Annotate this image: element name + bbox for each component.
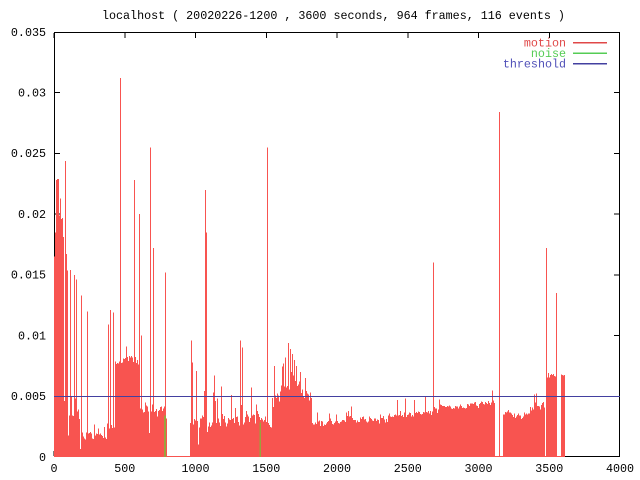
svg-text:0.005: 0.005 [11, 390, 46, 404]
svg-text:500: 500 [114, 462, 135, 476]
svg-text:0.015: 0.015 [11, 269, 46, 283]
svg-text:0.02: 0.02 [18, 208, 46, 222]
svg-text:1500: 1500 [252, 462, 280, 476]
svg-text:threshold: threshold [503, 58, 566, 72]
svg-text:0.025: 0.025 [11, 147, 46, 161]
svg-text:localhost ( 20020226-1200 , 36: localhost ( 20020226-1200 , 3600 seconds… [102, 9, 565, 23]
svg-text:motion: motion [524, 37, 566, 51]
svg-text:1000: 1000 [181, 462, 209, 476]
svg-text:0.03: 0.03 [18, 87, 46, 101]
svg-text:4000: 4000 [606, 462, 634, 476]
svg-text:noise: noise [531, 47, 566, 61]
svg-text:2500: 2500 [394, 462, 422, 476]
svg-text:0: 0 [50, 462, 57, 476]
svg-text:0.035: 0.035 [11, 26, 46, 40]
svg-text:0.01: 0.01 [18, 329, 46, 343]
svg-text:3500: 3500 [535, 462, 563, 476]
svg-text:2000: 2000 [323, 462, 351, 476]
svg-text:0: 0 [39, 451, 46, 465]
svg-text:3000: 3000 [464, 462, 492, 476]
